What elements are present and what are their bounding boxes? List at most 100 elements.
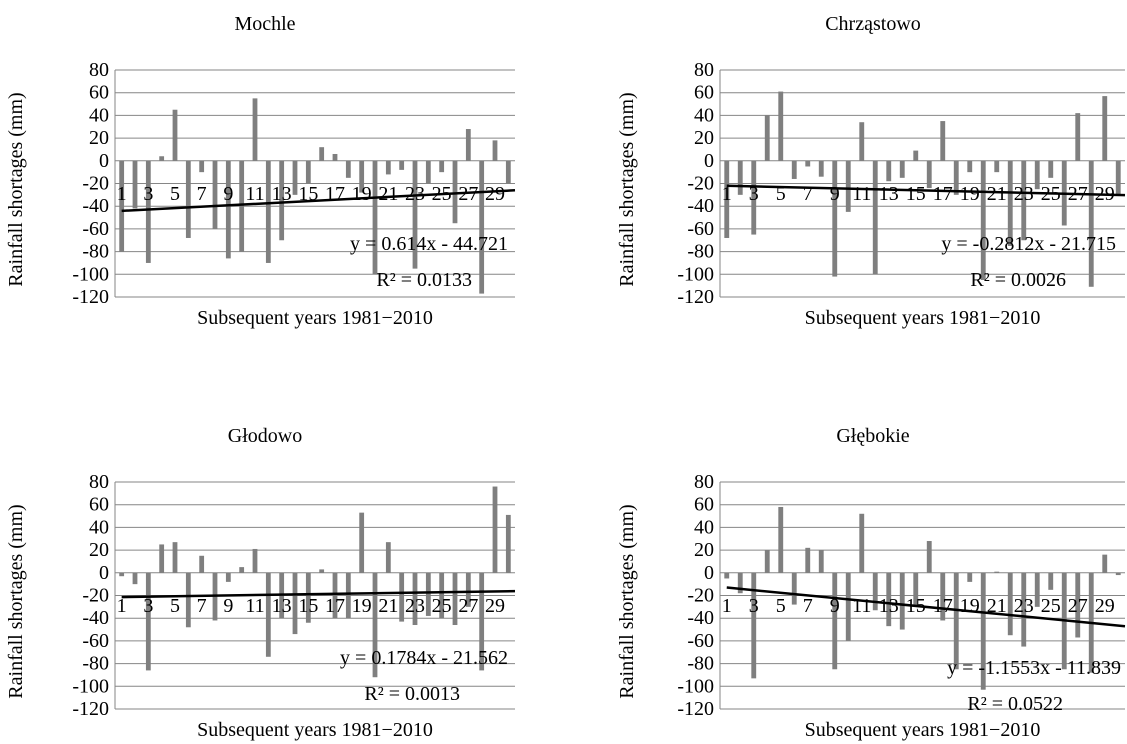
chart1-trend-equation: y = 0.614x - 44.721 [350, 233, 508, 255]
chart4-xtick-label: 11 [852, 595, 871, 617]
chart3-bar-9 [226, 573, 231, 582]
chart2-bar-9 [832, 161, 837, 277]
chart4-bar-1 [724, 573, 729, 579]
chart4-xtick-label: 27 [1068, 595, 1088, 617]
chart4-bar-8 [819, 550, 824, 573]
chart4-ytick-label: 0 [704, 562, 714, 584]
chart1-bar-24 [426, 161, 431, 184]
chart4-bar-3 [751, 573, 756, 679]
chart2-bar-19 [967, 161, 972, 172]
chart3-bar-2 [133, 573, 138, 584]
chart3-bar-16 [319, 569, 324, 572]
chart4-bar-24 [1035, 573, 1040, 607]
chart3-ytick-label: -100 [72, 675, 109, 697]
chart1-ytick-label: 20 [89, 127, 109, 149]
chart2-xtick-label: 9 [830, 183, 840, 205]
chart1-y-axis-label: Rainfall shortages (mm) [5, 92, 27, 286]
chart3: Głodowo806040200-20-40-60-80-100-1201 3 5 7… [5, 425, 515, 741]
chart2-bar-8 [819, 161, 824, 177]
chart2-bar-13 [886, 161, 891, 181]
chart3-xtick-label: 7 [197, 595, 207, 617]
chart2-ytick-label: -40 [687, 195, 714, 217]
chart1-ytick-label: -20 [82, 173, 109, 195]
chart2-bar-18 [954, 161, 959, 195]
chart4-y-axis-label: Rainfall shortages (mm) [616, 504, 638, 698]
chart1-ytick-label: 80 [89, 59, 109, 81]
chart2-xtick-label: 11 [852, 183, 871, 205]
chart4-xtick-label: 7 [803, 595, 813, 617]
chart4-xtick-label: 5 [776, 595, 786, 617]
chart1-xtick-label: 17 [325, 183, 345, 205]
chart2-bar-25 [1048, 161, 1053, 178]
chart1-bar-22 [399, 161, 404, 170]
chart4-bar-11 [859, 514, 864, 573]
chart4-bar-16 [927, 541, 932, 573]
chart2-xtick-label: 15 [906, 183, 926, 205]
chart2-trend-equation: y = -0.2812x - 21.715 [941, 233, 1116, 255]
chart3-y-axis-label: Rainfall shortages (mm) [5, 504, 27, 698]
chart1-bar-6 [186, 161, 191, 238]
chart2-bar-4 [765, 115, 770, 160]
chart1-ytick-label: -100 [72, 263, 109, 285]
chart2-xtick-label: 7 [803, 183, 813, 205]
chart2-bar-27 [1075, 113, 1080, 161]
chart2-bar-7 [805, 161, 810, 167]
chart1-bar-5 [173, 110, 178, 161]
chart1-bar-1 [119, 161, 124, 252]
chart4-xtick-label: 23 [1014, 595, 1034, 617]
chart4-xtick-label: 19 [960, 595, 980, 617]
chart3-xtick-label: 13 [272, 595, 292, 617]
chart4-ytick-label: -100 [677, 675, 714, 697]
chart2-title: Chrząstowo [825, 13, 921, 35]
chart1-bar-27 [466, 129, 471, 161]
chart3-bar-24 [426, 573, 431, 616]
chart4-bar-30 [1116, 573, 1121, 575]
chart1-xtick-label: 29 [485, 183, 505, 205]
chart1-xtick-label: 3 [143, 183, 153, 205]
chart2-xtick-label: 13 [879, 183, 899, 205]
chart1-ytick-label: -120 [72, 286, 109, 308]
chart3-xtick-label: 23 [405, 595, 425, 617]
chart4-bar-12 [873, 573, 878, 610]
chart3-r-squared: R² = 0.0013 [364, 683, 460, 705]
chart3-ytick-label: -60 [82, 630, 109, 652]
chart4-xtick-label: 17 [933, 595, 953, 617]
chart1-bar-16 [319, 147, 324, 161]
chart1-bar-7 [199, 161, 204, 172]
chart3-bar-29 [493, 487, 498, 573]
chart2-ytick-label: -100 [677, 263, 714, 285]
chart4-ytick-label: -20 [687, 585, 714, 607]
chart1-bar-21 [386, 161, 391, 175]
chart1-ytick-label: -60 [82, 218, 109, 240]
chart3-xtick-label: 27 [458, 595, 478, 617]
chart2-ytick-label: 40 [694, 104, 714, 126]
chart1-xtick-label: 19 [352, 183, 372, 205]
chart2-ytick-label: -120 [677, 286, 714, 308]
chart2-bar-10 [846, 161, 851, 212]
chart3-bar-12 [266, 573, 271, 657]
chart2-bar-16 [927, 161, 932, 188]
chart4-bar-7 [805, 548, 810, 573]
chart2-ytick-label: -80 [687, 241, 714, 263]
chart1-ytick-label: 40 [89, 104, 109, 126]
chart2-bar-15 [913, 151, 918, 161]
chart2-bar-5 [778, 92, 783, 161]
chart3-xtick-label: 17 [325, 595, 345, 617]
chart4-xtick-label: 13 [879, 595, 899, 617]
chart3-bar-10 [239, 567, 244, 573]
chart1-ytick-label: -80 [82, 241, 109, 263]
chart1-bar-11 [253, 98, 258, 160]
chart4-xtick-label: 29 [1095, 595, 1115, 617]
chart2-bar-29 [1102, 96, 1107, 161]
chart4-bar-21 [994, 572, 999, 573]
chart3-bar-5 [173, 542, 178, 573]
chart2-bar-21 [994, 161, 999, 172]
chart1-bar-8 [213, 161, 218, 229]
chart3-xtick-label: 9 [223, 595, 233, 617]
chart2-r-squared: R² = 0.0026 [970, 269, 1066, 291]
chart3-xtick-label: 15 [298, 595, 318, 617]
chart3-x-axis-label: Subsequent years 1981−2010 [197, 719, 433, 741]
chart3-bar-18 [346, 573, 351, 618]
chart1-bar-2 [133, 161, 138, 209]
